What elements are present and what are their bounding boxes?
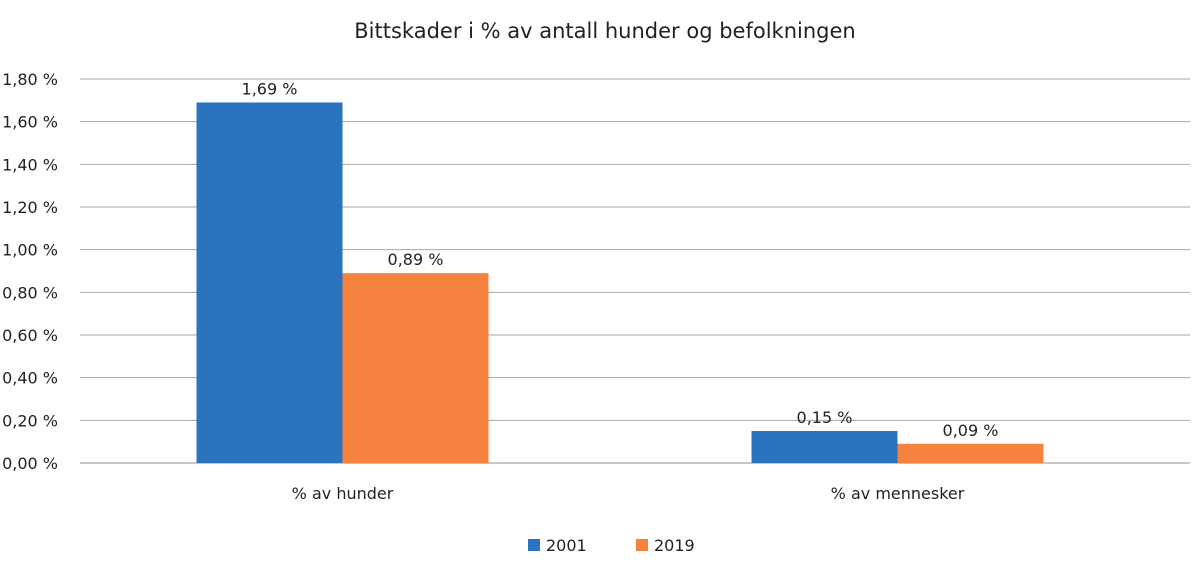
y-tick-label: 0,60 % <box>2 326 58 345</box>
data-label: 0,89 % <box>388 250 444 269</box>
data-label: 1,69 % <box>242 79 298 98</box>
y-tick-label: 1,20 % <box>2 198 58 217</box>
legend-label: 2019 <box>654 536 695 555</box>
chart-title: Bittskader i % av antall hunder og befol… <box>354 19 855 43</box>
y-tick-label: 0,20 % <box>2 411 58 430</box>
data-label: 0,09 % <box>943 421 999 440</box>
y-tick-label: 0,80 % <box>2 283 58 302</box>
bar-2001 <box>751 431 898 463</box>
bar-2019 <box>342 273 489 463</box>
legend-label: 2001 <box>546 536 587 555</box>
legend-swatch-2019 <box>636 539 648 551</box>
y-tick-label: 0,00 % <box>2 454 58 473</box>
y-tick-label: 1,40 % <box>2 155 58 174</box>
bar-2019 <box>897 443 1044 463</box>
bar-2001 <box>196 102 343 463</box>
y-tick-label: 1,80 % <box>2 70 58 89</box>
y-tick-label: 1,60 % <box>2 113 58 132</box>
x-tick-label: % av hunder <box>292 484 394 503</box>
legend-swatch-2001 <box>528 539 540 551</box>
y-tick-label: 0,40 % <box>2 369 58 388</box>
y-tick-label: 1,00 % <box>2 241 58 260</box>
x-tick-label: % av mennesker <box>831 484 965 503</box>
data-label: 0,15 % <box>797 408 853 427</box>
